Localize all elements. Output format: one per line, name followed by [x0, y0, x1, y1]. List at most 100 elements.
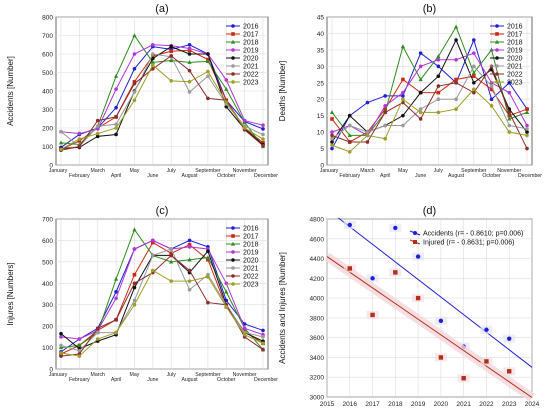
data-point	[383, 110, 387, 115]
y-axis-label: Accidents and Injures [Number]	[278, 252, 287, 364]
legend-label-2022: 2022	[243, 72, 259, 79]
plot-area	[326, 218, 533, 398]
data-point-accidents	[484, 327, 489, 332]
data-point	[472, 64, 476, 69]
legend-marker	[231, 56, 235, 60]
legend-marker	[231, 282, 235, 286]
legend-marker	[231, 250, 235, 254]
data-point	[454, 38, 458, 42]
data-point	[187, 245, 192, 249]
data-point-injured	[393, 270, 398, 275]
legend-label-injured: Injured (r= - 0.8631; p=0.006)	[423, 240, 514, 247]
data-point	[95, 326, 100, 331]
data-point-accidents	[507, 336, 512, 341]
data-point	[472, 80, 476, 85]
data-point	[187, 287, 192, 292]
legend-label-2021: 2021	[507, 64, 523, 71]
legend-marker	[231, 64, 235, 68]
x-tick-label: 2023	[502, 401, 517, 408]
data-point	[261, 347, 265, 352]
data-point	[187, 48, 192, 53]
data-point	[383, 104, 387, 108]
data-point	[95, 330, 100, 335]
data-point	[59, 335, 63, 339]
data-point	[453, 24, 459, 29]
x-tick-label: June	[147, 377, 158, 383]
data-point	[59, 343, 63, 348]
data-point	[242, 126, 247, 130]
data-point	[151, 56, 155, 61]
x-tick-label: February	[69, 377, 90, 383]
x-tick-label: 2017	[365, 401, 380, 408]
x-tick-label: February	[339, 173, 360, 179]
data-point	[525, 146, 529, 151]
x-tick-label: May	[130, 168, 140, 174]
y-tick-label: 400	[42, 281, 53, 288]
x-tick-label: August	[181, 377, 198, 383]
data-point	[187, 68, 192, 73]
data-point	[454, 57, 458, 62]
data-point-injured	[415, 295, 421, 301]
data-point	[114, 296, 118, 301]
data-point	[525, 107, 529, 111]
data-point-injured	[438, 355, 444, 360]
fit-line-accidents	[338, 217, 533, 368]
data-point	[59, 351, 63, 355]
y-tick-label: 100	[42, 144, 53, 151]
data-point	[436, 74, 441, 78]
data-point	[187, 279, 192, 283]
x-tick-label: September	[195, 168, 221, 174]
data-point	[401, 77, 405, 82]
y-tick-label: 300	[42, 107, 53, 114]
data-point	[132, 52, 137, 56]
data-point	[187, 257, 192, 262]
series-line-2022	[60, 55, 264, 151]
series-line-2018	[60, 228, 264, 351]
fit-line-injured	[326, 256, 533, 398]
legend-marker	[495, 64, 499, 68]
data-point	[95, 131, 100, 136]
legend-label-2020: 2020	[243, 56, 259, 63]
data-point	[454, 80, 458, 85]
data-point	[206, 257, 210, 262]
legend-marker	[231, 32, 235, 36]
data-point	[169, 251, 173, 256]
data-point	[58, 140, 64, 145]
data-point-injured	[484, 359, 489, 364]
data-point-accidents	[347, 222, 352, 228]
data-point	[383, 107, 387, 111]
data-point	[114, 290, 118, 294]
y-tick-label: 600	[42, 52, 53, 59]
x-tick-label: 2019	[411, 401, 426, 408]
legend-marker	[413, 231, 417, 235]
data-point	[401, 123, 405, 128]
legend-label-2019: 2019	[507, 48, 523, 55]
data-point	[187, 90, 192, 94]
data-point	[77, 337, 82, 341]
data-point	[113, 276, 119, 281]
x-tick-label: 2018	[388, 401, 403, 408]
legend-label-2023: 2023	[507, 80, 523, 87]
data-point	[347, 123, 352, 128]
legend-label-2017: 2017	[507, 32, 523, 39]
data-point	[347, 140, 352, 144]
data-point	[261, 335, 265, 339]
data-point-accidents	[415, 254, 421, 259]
y-tick-label: 600	[42, 238, 53, 245]
legend-marker	[231, 72, 235, 76]
x-tick-label: June	[147, 173, 158, 179]
data-point	[206, 96, 210, 101]
y-tick-label: 3600	[310, 335, 325, 342]
data-point	[224, 281, 229, 286]
data-point-accidents	[370, 276, 375, 281]
data-point	[436, 84, 441, 88]
data-point	[418, 90, 423, 95]
data-point	[187, 52, 192, 56]
data-point	[418, 107, 423, 111]
data-point	[224, 86, 229, 91]
x-tick-label: 2016	[343, 401, 358, 408]
data-point	[261, 141, 265, 145]
data-point	[489, 104, 494, 108]
data-point	[242, 332, 247, 337]
